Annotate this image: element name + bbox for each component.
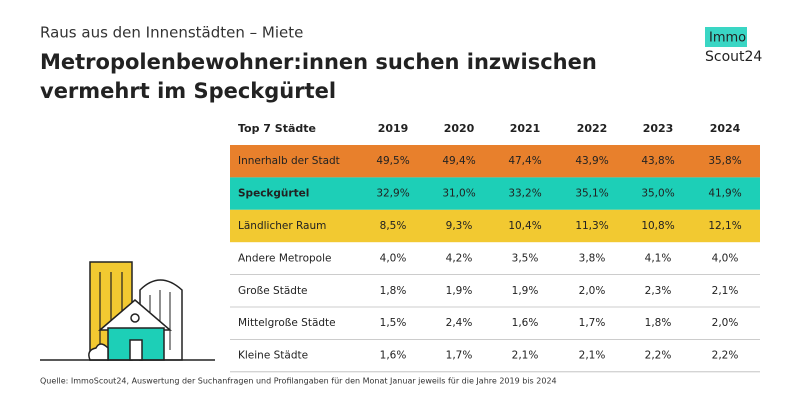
kicker: Raus aus den Innenstädten – Miete bbox=[40, 24, 303, 42]
cell-value: 43,9% bbox=[575, 155, 608, 167]
title: vermehrt im Speckgürtel bbox=[40, 79, 336, 103]
cell-value: 1,9% bbox=[512, 285, 539, 297]
cell-value: 12,1% bbox=[708, 220, 741, 232]
row-label: Andere Metropole bbox=[238, 252, 331, 264]
cell-value: 2,0% bbox=[712, 317, 739, 329]
column-header: 2020 bbox=[444, 122, 475, 135]
cell-value: 8,5% bbox=[380, 220, 407, 232]
cell-value: 31,0% bbox=[442, 188, 475, 200]
cell-value: 49,4% bbox=[442, 155, 475, 167]
cell-value: 1,8% bbox=[380, 285, 407, 297]
cell-value: 32,9% bbox=[376, 188, 409, 200]
cell-value: 3,8% bbox=[579, 252, 606, 264]
row-label: Ländlicher Raum bbox=[238, 220, 326, 232]
cell-value: 41,9% bbox=[708, 188, 741, 200]
column-header: 2021 bbox=[510, 122, 541, 135]
cell-value: 4,1% bbox=[645, 252, 672, 264]
logo-box bbox=[705, 27, 747, 47]
cell-value: 2,4% bbox=[446, 317, 473, 329]
column-header: 2022 bbox=[577, 122, 608, 135]
logo-text: Scout24 bbox=[705, 49, 762, 65]
cell-value: 1,5% bbox=[380, 317, 407, 329]
cell-value: 33,2% bbox=[508, 188, 541, 200]
cell-value: 2,2% bbox=[712, 350, 739, 362]
cell-value: 49,5% bbox=[376, 155, 409, 167]
row-background bbox=[230, 209, 760, 243]
column-header: Top 7 Städte bbox=[238, 122, 316, 135]
illustration bbox=[40, 261, 215, 361]
cell-value: 4,2% bbox=[446, 252, 473, 264]
cell-value: 2,2% bbox=[645, 350, 672, 362]
row-background bbox=[230, 145, 760, 178]
title: Metropolenbewohner:innen suchen inzwisch… bbox=[40, 50, 597, 74]
row-label: Innerhalb der Stadt bbox=[238, 155, 340, 167]
source: Quelle: ImmoScout24, Auswertung der Such… bbox=[40, 377, 557, 386]
cell-value: 3,5% bbox=[512, 252, 539, 264]
cell-value: 10,4% bbox=[508, 220, 541, 232]
cell-value: 11,3% bbox=[575, 220, 608, 232]
cell-value: 35,1% bbox=[575, 188, 608, 200]
cell-value: 2,1% bbox=[712, 285, 739, 297]
cell-value: 47,4% bbox=[508, 155, 541, 167]
cell-value: 1,8% bbox=[645, 317, 672, 329]
cell-value: 4,0% bbox=[712, 252, 739, 264]
cell-value: 35,0% bbox=[641, 188, 674, 200]
cell-value: 35,8% bbox=[708, 155, 741, 167]
column-header: 2024 bbox=[710, 122, 741, 135]
cell-value: 1,7% bbox=[446, 350, 473, 362]
cell-value: 10,8% bbox=[641, 220, 674, 232]
cell-value: 1,7% bbox=[579, 317, 606, 329]
cell-value: 2,1% bbox=[579, 350, 606, 362]
row-label: Kleine Städte bbox=[238, 350, 308, 362]
cell-value: 2,1% bbox=[512, 350, 539, 362]
row-label: Speckgürtel bbox=[238, 188, 309, 200]
row-label: Große Städte bbox=[238, 285, 308, 297]
row-label: Mittelgroße Städte bbox=[238, 317, 336, 329]
cell-value: 43,8% bbox=[641, 155, 674, 167]
cell-value: 1,9% bbox=[446, 285, 473, 297]
cell-value: 9,3% bbox=[446, 220, 473, 232]
cell-value: 1,6% bbox=[512, 317, 539, 329]
cell-value: 4,0% bbox=[380, 252, 407, 264]
cell-value: 2,3% bbox=[645, 285, 672, 297]
logo-text: Immo bbox=[709, 31, 746, 46]
cell-value: 1,6% bbox=[380, 350, 407, 362]
cell-value: 2,0% bbox=[579, 285, 606, 297]
row-background bbox=[230, 177, 760, 210]
column-header: 2023 bbox=[643, 122, 674, 135]
column-header: 2019 bbox=[378, 122, 409, 135]
